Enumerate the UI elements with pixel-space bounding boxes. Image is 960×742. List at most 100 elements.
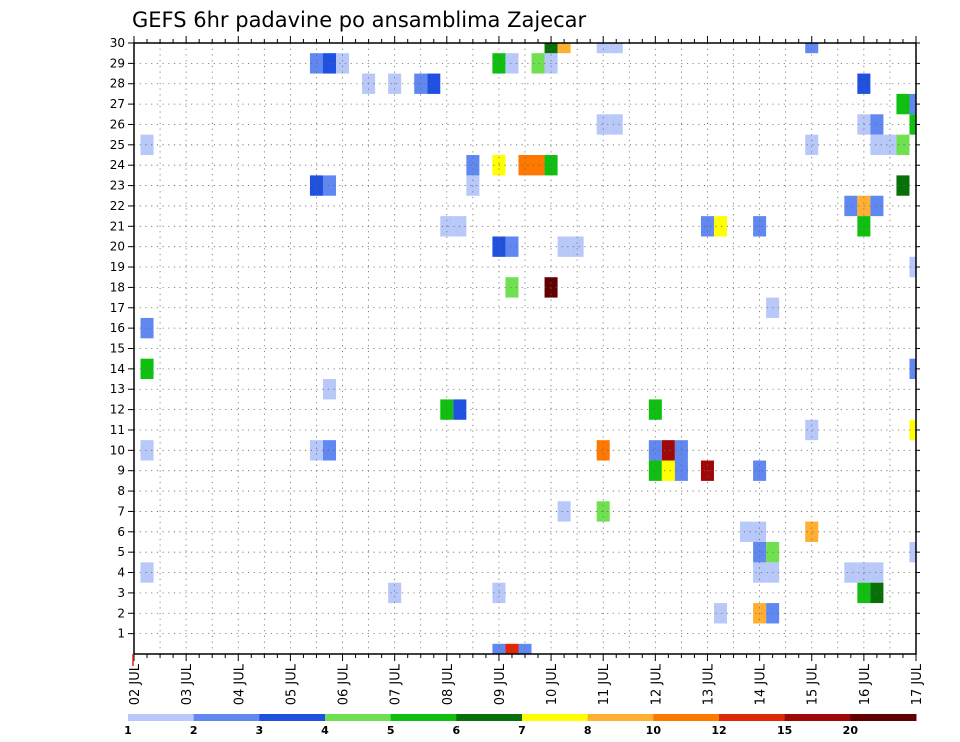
- cell: [805, 521, 819, 542]
- x-tick-label: 10 JUL: [545, 663, 560, 705]
- cell: [805, 134, 819, 156]
- legend-label: 5: [387, 724, 395, 737]
- cell: [805, 43, 819, 54]
- cell: [140, 134, 154, 156]
- x-tick-label: 04 JUL: [232, 663, 247, 705]
- legend-swatch: [784, 714, 851, 721]
- y-tick-label: 9: [117, 464, 125, 478]
- cell: [322, 379, 337, 400]
- legend-swatch: [193, 714, 260, 721]
- cell: [140, 358, 154, 380]
- legend-label: 1: [124, 724, 132, 737]
- cell: [609, 114, 623, 135]
- cell: [505, 53, 519, 74]
- legend-swatch: [259, 714, 326, 721]
- y-tick-label: 1: [117, 627, 125, 641]
- y-tick-label: 29: [110, 56, 125, 70]
- x-tick-label: 06 JUL: [337, 663, 352, 705]
- legend-label: 10: [646, 724, 662, 737]
- x-tick-label: 09 JUL: [493, 663, 508, 705]
- cell: [740, 521, 754, 542]
- cell: [909, 419, 916, 441]
- cell: [518, 155, 532, 176]
- y-tick-label: 26: [110, 117, 125, 131]
- cell: [596, 43, 610, 54]
- legend-swatch: [653, 714, 720, 721]
- y-tick-label: 28: [110, 77, 125, 91]
- cell: [896, 134, 910, 156]
- cell: [531, 53, 545, 74]
- cell: [870, 114, 884, 135]
- cell: [596, 114, 610, 135]
- legend-label: 2: [190, 724, 198, 737]
- legend-label: 7: [518, 724, 526, 737]
- cell: [753, 541, 767, 563]
- cell: [557, 43, 571, 54]
- cell: [388, 582, 402, 604]
- legend-swatch: [850, 714, 917, 721]
- cell: [505, 236, 519, 257]
- legend-label: 4: [321, 724, 329, 737]
- cell: [753, 562, 767, 583]
- x-tick-label: 12 JUL: [649, 663, 664, 705]
- y-tick-label: 4: [117, 566, 125, 580]
- y-tick-label: 24: [110, 158, 125, 172]
- cell: [805, 419, 819, 441]
- y-tick-label: 19: [110, 260, 125, 274]
- cell: [753, 521, 767, 542]
- cell: [505, 643, 519, 654]
- x-tick-label: 17 JUL: [910, 663, 925, 705]
- cell: [661, 460, 675, 481]
- cell: [909, 358, 916, 380]
- cell: [648, 440, 662, 461]
- cell: [844, 195, 858, 217]
- legend-label: 6: [453, 724, 461, 737]
- legend-swatch: [522, 714, 589, 721]
- legend-label: 20: [843, 724, 859, 737]
- cell: [557, 236, 571, 257]
- legend-label: 15: [777, 724, 792, 737]
- cell: [505, 277, 519, 298]
- cell: [466, 155, 480, 176]
- x-tick-label: 14 JUL: [754, 663, 769, 705]
- y-tick-label: 10: [110, 443, 125, 457]
- x-tick-label: 08 JUL: [441, 663, 456, 705]
- y-tick-label: 12: [110, 403, 125, 417]
- cell: [140, 440, 154, 461]
- y-axis: 1234567891011121314151617181920212223242…: [110, 36, 920, 641]
- cell: [596, 440, 610, 461]
- cell: [336, 53, 350, 74]
- legend-swatch: [719, 714, 786, 721]
- cell: [870, 195, 884, 217]
- y-tick-label: 15: [110, 342, 125, 356]
- legend-swatch: [128, 714, 195, 721]
- cell: [909, 256, 916, 278]
- legend-label: 12: [711, 724, 726, 737]
- y-tick-label: 25: [110, 138, 125, 152]
- y-tick-label: 6: [117, 525, 125, 539]
- legend-label: 8: [584, 724, 592, 737]
- x-tick-label: 03 JUL: [180, 663, 195, 705]
- cell: [570, 236, 584, 257]
- cell: [427, 73, 441, 94]
- cell: [909, 541, 916, 563]
- legend: 1 2 3 4 5 6 7 8 10 12 15 20: [124, 714, 917, 737]
- cell: [531, 155, 545, 176]
- cell: [870, 582, 884, 604]
- cell: [909, 114, 916, 135]
- cell: [909, 93, 916, 115]
- cell: [322, 53, 337, 74]
- x-axis: 02 JUL 03 JUL 04 JUL 05 JUL 06 JUL 07 JUL 08 J…: [128, 36, 925, 705]
- grid-layer: [134, 43, 916, 654]
- cell: [544, 43, 558, 54]
- chart-title: GEFS 6hr padavine po ansamblima Zajecar: [132, 8, 587, 32]
- cell: [609, 43, 623, 54]
- cell: [322, 440, 337, 461]
- cell: [322, 175, 337, 196]
- cell: [883, 134, 897, 156]
- y-tick-label: 8: [117, 484, 125, 498]
- cell: [661, 440, 675, 461]
- y-tick-label: 27: [110, 97, 125, 111]
- y-tick-label: 30: [110, 36, 125, 50]
